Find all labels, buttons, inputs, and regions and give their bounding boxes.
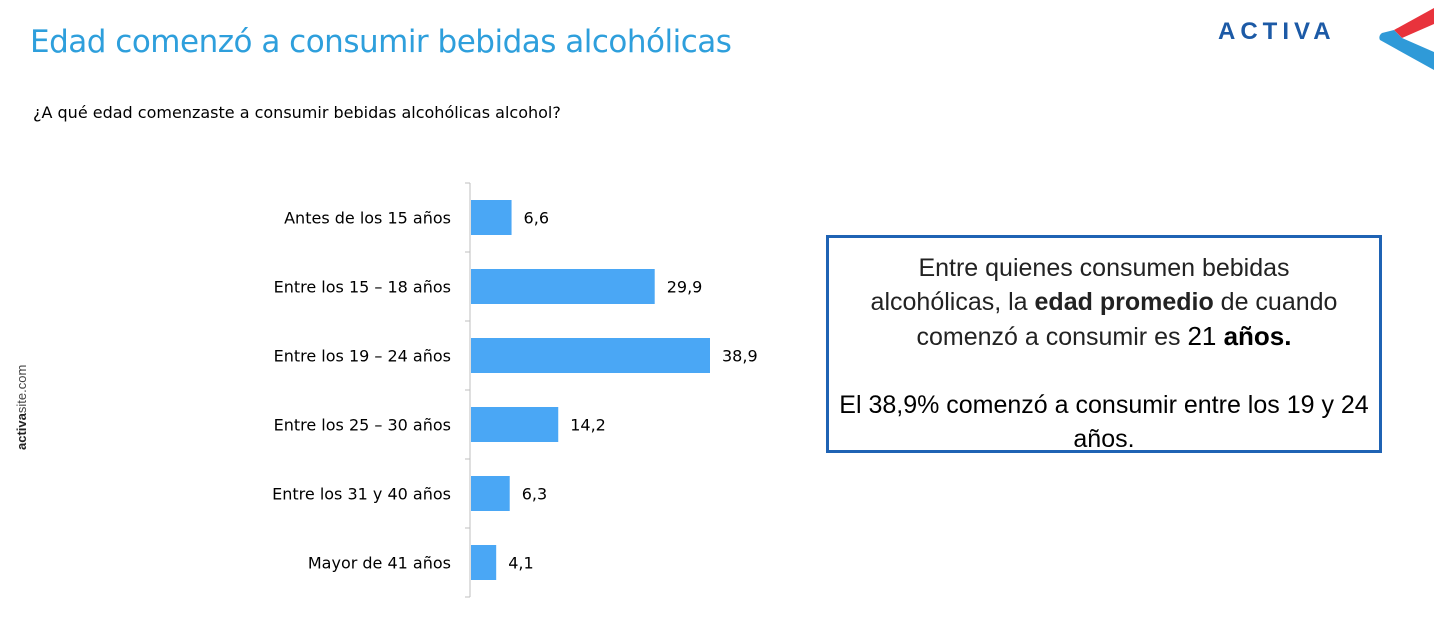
survey-question: ¿A qué edad comenzaste a consumir bebida… (33, 103, 561, 122)
logo-red-band (1394, 8, 1434, 38)
logo-blue-band (1379, 30, 1434, 70)
data-label: 6,6 (524, 209, 549, 228)
category-label: Mayor de 41 años (308, 554, 451, 573)
category-label: Antes de los 15 años (284, 209, 451, 228)
bar (471, 545, 497, 580)
bar (471, 407, 559, 442)
data-label: 6,3 (522, 485, 547, 504)
activa-logo-icon (1379, 8, 1434, 70)
category-label: Entre los 15 – 18 años (274, 278, 451, 297)
data-label: 38,9 (722, 347, 758, 366)
category-label: Entre los 19 – 24 años (274, 347, 451, 366)
category-label: Entre los 31 y 40 años (272, 485, 451, 504)
brand-wordmark: ACTIVA (1218, 18, 1336, 45)
data-label: 29,9 (667, 278, 703, 297)
summary-callout: Entre quienes consumen bebidas alcohólic… (826, 235, 1382, 453)
bar (471, 476, 510, 511)
category-label: Entre los 25 – 30 años (274, 416, 451, 435)
callout-average-text: Entre quienes consumen bebidas alcohólic… (870, 254, 1338, 351)
page-title: Edad comenzó a consumir bebidas alcohóli… (30, 24, 732, 60)
bar (471, 269, 655, 304)
callout-share-text: El 38,9% comenzó a consumir entre los 19… (839, 391, 1369, 453)
bar (471, 200, 512, 235)
data-label: 14,2 (570, 416, 606, 435)
bar (471, 338, 710, 373)
data-label: 4,1 (508, 554, 533, 573)
